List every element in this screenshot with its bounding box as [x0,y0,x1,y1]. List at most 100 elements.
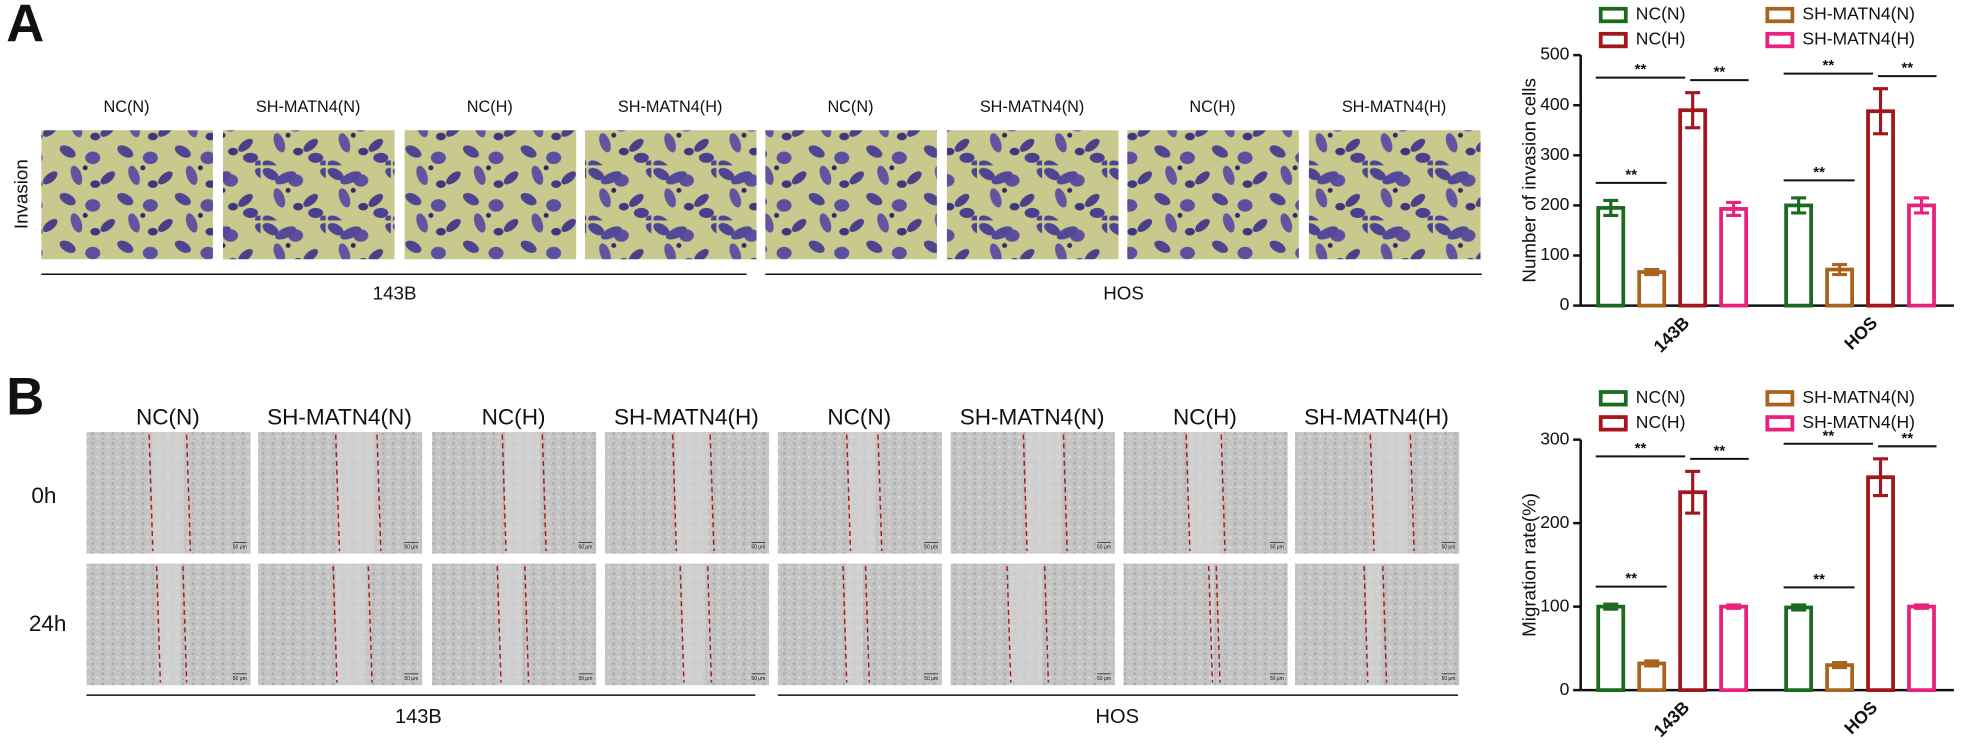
legend-label: NC(N) [1636,387,1686,407]
bar [1637,270,1667,308]
column-label: NC(N) [827,404,891,429]
scale-bar-label: 50 μm [404,545,418,551]
scale-bar-label: 50 μm [751,676,765,682]
y-tick-label: 100 [1540,595,1569,615]
legend-label: SH-MATN4(H) [1802,412,1915,432]
significance-label: ** [1635,61,1647,78]
x-tick-label: HOS [1840,313,1881,354]
significance-label: ** [1813,164,1825,181]
scale-bar-label: 50 μm [1441,545,1455,551]
bar [1866,475,1895,693]
scale-bar-label: 50 μm [233,676,247,682]
wound-edge [541,434,547,552]
wound-edge [524,566,530,683]
scale-bar-label: 50 μm [751,545,765,551]
scale-bar-label: 50 μm [578,545,592,551]
wound-edge [864,566,871,683]
group-label: 143B [395,706,442,728]
wound-edge [709,434,715,552]
legend-swatch [1765,390,1795,407]
wound-edge [1022,434,1028,552]
column-label: SH-MATN4(N) [980,98,1085,116]
wound-gap [1025,432,1061,554]
wound-gap [159,563,181,686]
wound-edge [334,434,341,552]
micrograph [404,130,577,260]
wound-gap [845,563,864,686]
wound-gap [1372,432,1408,554]
bar [1866,109,1895,308]
wound-edge [155,566,162,683]
bar [1596,604,1626,693]
y-axis-label: Migration rate(%) [1519,493,1540,637]
wound-edge [877,434,883,552]
significance-label: ** [1714,64,1726,81]
x-tick-label: HOS [1840,697,1881,738]
legend-label: NC(H) [1636,29,1686,49]
bar [1907,604,1936,693]
y-tick-label: 300 [1540,428,1569,448]
micrograph [1308,130,1481,260]
panel-a: A Invasion 143B HOS NC(N) SH-MATN4(N) NC(H… [6,0,1482,303]
significance-label: ** [1635,440,1647,457]
scale-bar-label: 50 μm [1097,545,1111,551]
wound-edge [185,434,192,552]
bar-chart: 0 100 200 300 Migration rate(%) NC(N) SH-MATN4… [1519,387,1954,741]
y-tick-label: 300 [1540,144,1569,164]
legend-label: SH-MATN4(H) [1802,29,1915,49]
legend-label: NC(N) [1636,4,1686,24]
wound-edge [845,434,852,552]
wound-gap [151,432,185,554]
wound-gap [1366,563,1381,686]
legend-swatch [1765,31,1795,49]
wound-gap [504,432,540,554]
micrograph [584,130,757,260]
wound-gap [682,563,706,686]
wound-gap [675,432,708,554]
scale-bar-label: 50 μm [924,545,938,551]
legend-swatch [1598,6,1628,24]
wound-edge [706,566,713,683]
column-label: NC(N) [136,404,200,429]
legend-swatch [1598,390,1628,407]
significance-label: ** [1822,427,1834,444]
y-tick-label: 200 [1540,194,1569,214]
scale-bar-label: 50 μm [1097,676,1111,682]
y-axis-label: Number of invasion cells [1519,78,1540,282]
micrograph [946,130,1119,260]
bar [1784,203,1814,308]
wound-edge [1215,566,1221,683]
bar [1784,605,1814,693]
wound-edge [1006,566,1012,683]
wound-edge [671,434,678,552]
wound-edge [1363,566,1369,683]
column-label: SH-MATN4(H) [614,404,759,429]
y-tick-label: 0 [1560,294,1570,314]
y-tick-label: 100 [1540,244,1569,264]
bar [1719,207,1749,308]
wound-edge [1220,434,1226,552]
legend-swatch [1598,31,1628,49]
wound-edge [332,566,338,683]
wound-edge [376,434,382,552]
y-tick-label: 500 [1540,44,1569,64]
micrograph [41,130,213,260]
wound-gap [338,432,375,554]
legend-swatch [1765,415,1795,432]
scale-bar-label: 50 μm [1270,545,1284,551]
scale-bar-label: 50 μm [404,676,418,682]
bar [1678,108,1708,308]
scale-bar-label: 50 μm [924,676,938,682]
micrograph [222,130,395,260]
significance-label: ** [1625,166,1637,183]
legend-label: SH-MATN4(N) [1802,4,1915,24]
wound-gap [1009,563,1043,686]
column-label: NC(H) [467,98,513,116]
wound-edge [1382,566,1388,683]
significance-label: ** [1714,442,1726,459]
bar [1596,206,1626,308]
y-tick-label: 200 [1540,512,1569,532]
bar [1678,490,1708,693]
panel-letter: A [6,0,44,53]
